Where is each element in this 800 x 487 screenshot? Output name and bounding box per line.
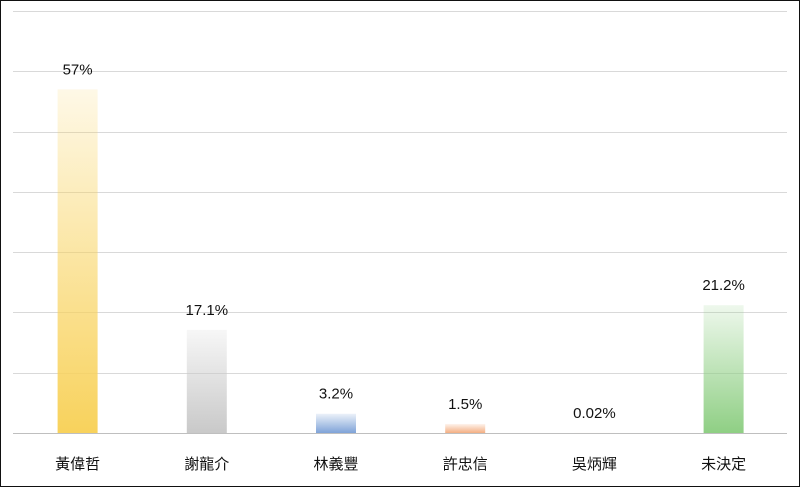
category-label-2: 謝龍介	[184, 455, 229, 473]
bar-2	[186, 329, 227, 433]
data-label-4: 1.5%	[448, 396, 482, 413]
data-labels: 57% 17.1% 3.2% 1.5% 0.02% 21.2%	[63, 61, 745, 422]
data-label-6: 21.2%	[702, 277, 745, 294]
category-label-5: 吳炳輝	[572, 455, 617, 473]
category-label-1: 黃偉哲	[55, 455, 100, 473]
data-label-3: 3.2%	[319, 386, 353, 403]
bar-3	[316, 413, 356, 433]
bar-6	[703, 305, 744, 433]
data-label-5: 0.02%	[573, 405, 616, 422]
category-label-4: 許忠信	[443, 455, 488, 473]
bar-4	[445, 423, 486, 433]
category-label-6: 未決定	[701, 455, 746, 473]
category-label-3: 林義豐	[313, 455, 358, 473]
data-label-1: 57%	[63, 61, 93, 78]
bar-1	[57, 89, 98, 433]
category-labels: 黃偉哲 謝龍介 林義豐 許忠信 吳炳輝 未決定	[55, 455, 746, 473]
gridlines	[13, 11, 787, 434]
bars	[57, 89, 744, 433]
data-label-2: 17.1%	[186, 302, 229, 319]
